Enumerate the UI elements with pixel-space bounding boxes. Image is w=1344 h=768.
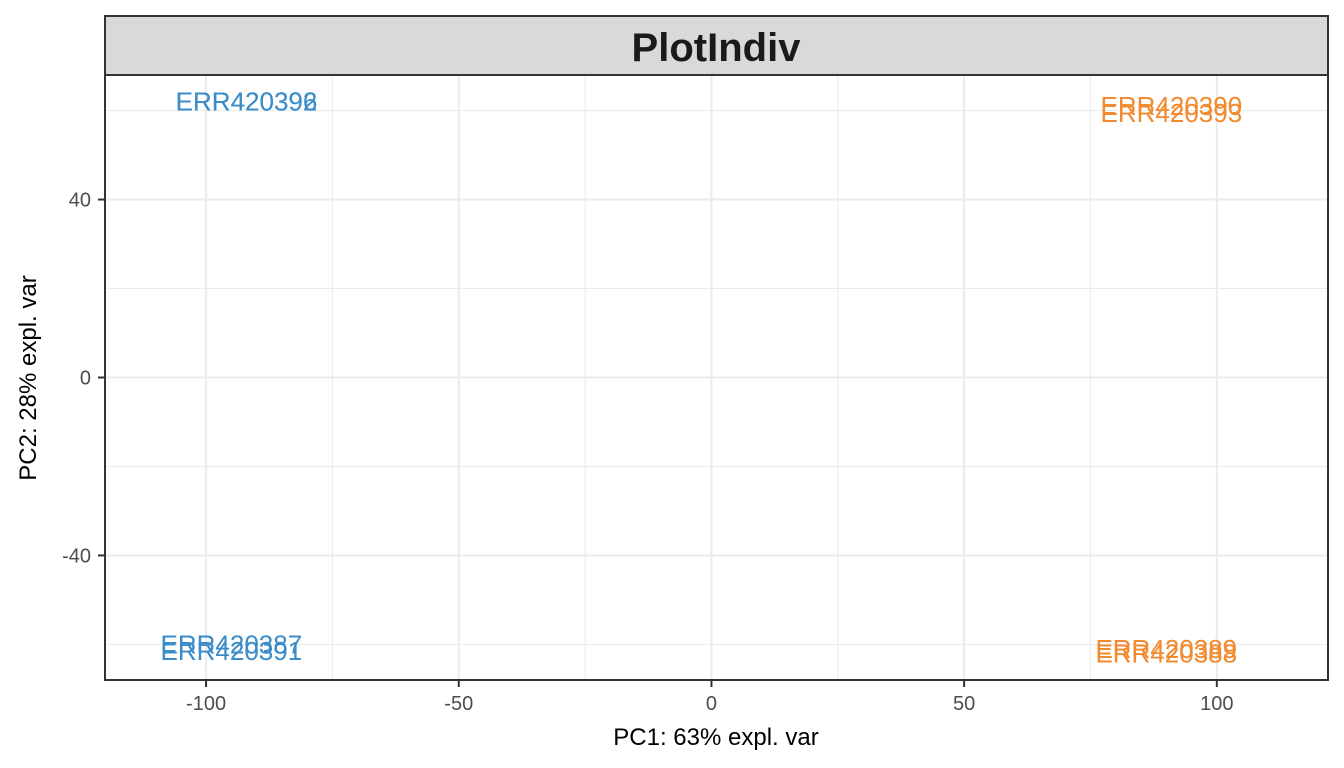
point-label: ERR420388: [1095, 638, 1237, 668]
y-axis-title: PC2: 28% expl. var: [15, 275, 42, 480]
x-tick-label: 0: [706, 693, 717, 715]
x-tick-label: -100: [186, 693, 226, 715]
x-tick-label: 100: [1200, 693, 1233, 715]
point-label: ERR420390: [1101, 91, 1243, 121]
x-axis-ticks: -100 -50 0 50 100: [186, 680, 1234, 715]
x-axis-title: PC1: 63% expl. var: [613, 724, 818, 751]
point-label: ERR420393: [1101, 98, 1243, 128]
point-label: ERR420391: [161, 636, 303, 666]
y-tick-label: -40: [62, 545, 91, 567]
point-label: ERR420396: [176, 87, 318, 117]
point-label: ERR420389: [1095, 634, 1237, 664]
chart-title: PlotIndiv: [632, 26, 802, 70]
point-label: ERR420387: [161, 629, 303, 659]
x-tick-label: -50: [444, 693, 473, 715]
point-label: ERR420392: [176, 87, 318, 117]
major-gridlines: [105, 75, 1328, 680]
y-tick-label: 0: [80, 368, 91, 390]
y-axis-ticks: -40 0 40: [62, 190, 105, 567]
facet-strip: [104, 15, 1329, 76]
y-tick-label: 40: [69, 190, 91, 212]
x-tick-label: 50: [953, 693, 975, 715]
